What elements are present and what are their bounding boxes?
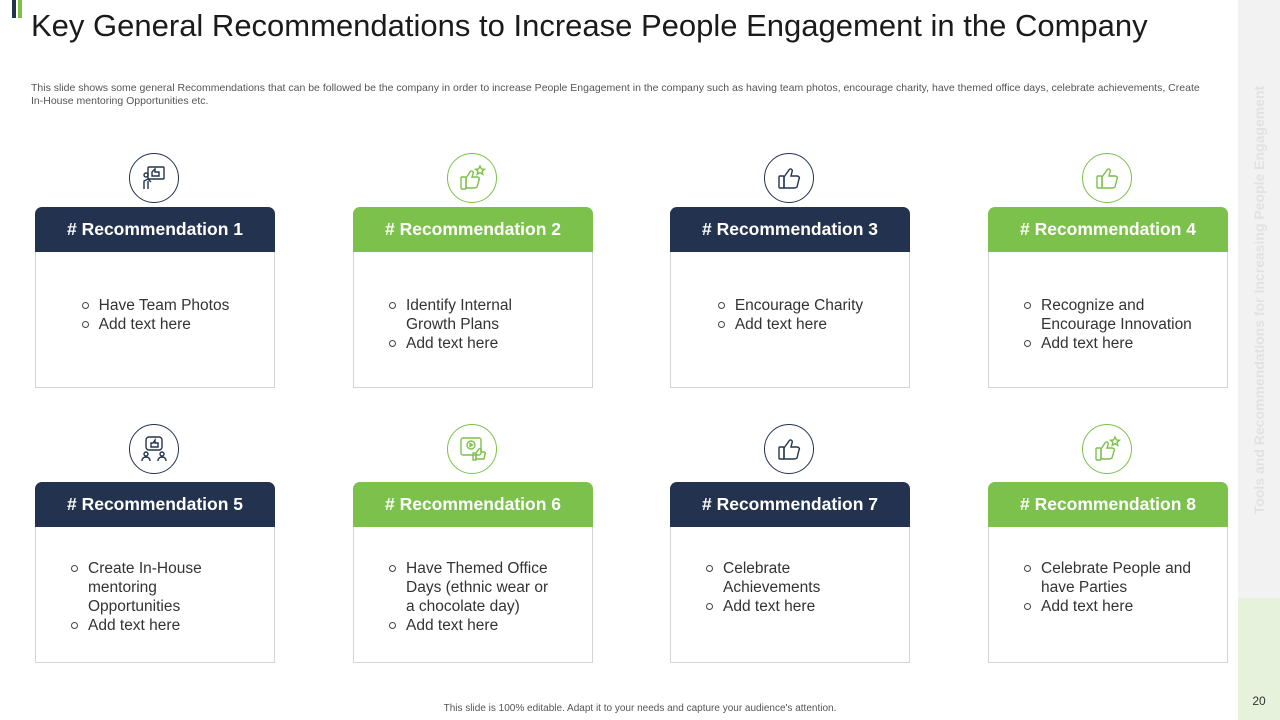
list-item: Celebrate Achievements — [705, 559, 875, 597]
page-title: Key General Recommendations to Increase … — [31, 8, 1148, 43]
list-item: Have Themed Office Days (ethnic wear or … — [388, 559, 558, 616]
recommendation-body: Encourage Charity Add text here — [670, 252, 910, 388]
recommendation-list: Have Team Photos Add text here — [81, 296, 230, 387]
recommendation-header: # Recommendation 3 — [670, 207, 910, 252]
list-item: Add text here — [1023, 334, 1193, 353]
sidebar-section-title: Tools and Recommendations for Increasing… — [1251, 85, 1267, 515]
sidebar — [1238, 0, 1280, 720]
sidebar-green-block — [1238, 598, 1280, 720]
accent-bars — [12, 0, 24, 18]
list-item: Encourage Charity — [717, 296, 863, 315]
list-item: Add text here — [1023, 597, 1193, 616]
recommendation-header: # Recommendation 2 — [353, 207, 593, 252]
list-item: Add text here — [81, 315, 230, 334]
list-item: Add text here — [388, 334, 558, 353]
people-like-icon — [129, 424, 179, 474]
list-item: Identify Internal Growth Plans — [388, 296, 558, 334]
video-like-icon — [447, 424, 497, 474]
recommendation-header: # Recommendation 5 — [35, 482, 275, 527]
team-photo-icon — [129, 153, 179, 203]
recommendation-header: # Recommendation 7 — [670, 482, 910, 527]
list-item: Add text here — [388, 616, 558, 635]
recommendation-body: Celebrate Achievements Add text here — [670, 527, 910, 663]
recommendation-list: Encourage Charity Add text here — [717, 296, 863, 387]
accent-bar-green — [18, 0, 22, 18]
list-item: Add text here — [717, 315, 863, 334]
recommendation-header: # Recommendation 8 — [988, 482, 1228, 527]
list-item: Add text here — [70, 616, 240, 635]
recommendation-body: Create In-House mentoring Opportunities A… — [35, 527, 275, 663]
thumbs-up-star-icon — [1082, 424, 1132, 474]
thumbs-up-icon — [764, 153, 814, 203]
recommendation-header: # Recommendation 4 — [988, 207, 1228, 252]
recommendation-body: Identify Internal Growth Plans Add text h… — [353, 252, 593, 388]
recommendation-list: Recognize and Encourage Innovation Add te… — [1023, 296, 1193, 387]
recommendation-body: Have Team Photos Add text here — [35, 252, 275, 388]
recommendation-list: Create In-House mentoring Opportunities A… — [70, 559, 240, 662]
list-item: Add text here — [705, 597, 875, 616]
thumbs-up-icon — [1082, 153, 1132, 203]
recommendation-list: Celebrate Achievements Add text here — [705, 559, 875, 662]
recommendation-list: Have Themed Office Days (ethnic wear or … — [388, 559, 558, 662]
list-item: Have Team Photos — [81, 296, 229, 315]
list-item: Create In-House mentoring Opportunities — [70, 559, 240, 616]
recommendation-body: Celebrate People and have Parties Add tex… — [988, 527, 1228, 663]
list-item: Celebrate People and have Parties — [1023, 559, 1193, 597]
recommendation-header: # Recommendation 1 — [35, 207, 275, 252]
page-number: 20 — [1252, 694, 1266, 708]
thumbs-up-icon — [764, 424, 814, 474]
accent-bar-navy — [12, 0, 16, 18]
page-subtitle: This slide shows some general Recommenda… — [31, 82, 1200, 107]
recommendation-list: Celebrate People and have Parties Add tex… — [1023, 559, 1193, 662]
footer-note: This slide is 100% editable. Adapt it to… — [443, 703, 837, 714]
list-item: Recognize and Encourage Innovation — [1023, 296, 1193, 334]
thumbs-up-star-icon — [447, 153, 497, 203]
recommendation-body: Have Themed Office Days (ethnic wear or … — [353, 527, 593, 663]
recommendation-header: # Recommendation 6 — [353, 482, 593, 527]
recommendation-body: Recognize and Encourage Innovation Add te… — [988, 252, 1228, 388]
recommendation-list: Identify Internal Growth Plans Add text h… — [388, 296, 558, 387]
